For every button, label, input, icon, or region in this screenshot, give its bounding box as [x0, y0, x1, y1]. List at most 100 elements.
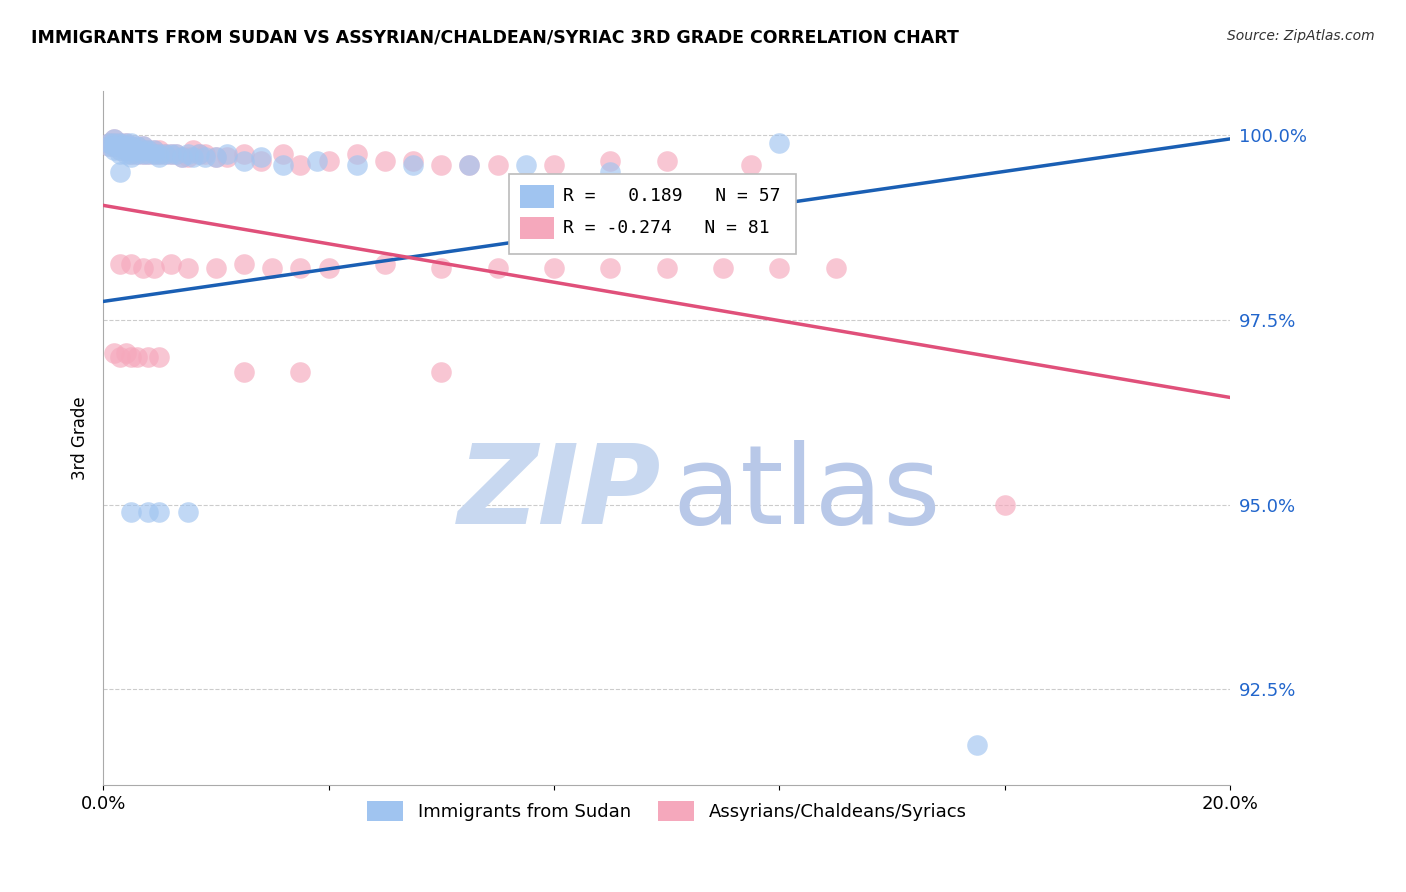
Point	[458, 158, 481, 172]
Point	[142, 143, 165, 157]
Point	[114, 139, 136, 153]
Point	[120, 143, 142, 157]
Point	[108, 136, 131, 150]
Point	[108, 143, 131, 157]
Point	[486, 158, 509, 172]
Point	[114, 346, 136, 360]
Point	[131, 139, 153, 153]
Point	[131, 143, 153, 157]
Point	[125, 146, 148, 161]
Point	[114, 146, 136, 161]
Point	[273, 158, 295, 172]
Point	[103, 346, 125, 360]
Point	[290, 261, 312, 276]
Point	[142, 146, 165, 161]
Point	[142, 261, 165, 276]
Point	[159, 258, 181, 272]
Point	[655, 154, 678, 169]
Point	[103, 139, 125, 153]
Point	[131, 139, 153, 153]
Point	[120, 258, 142, 272]
Point	[120, 136, 142, 150]
Point	[170, 150, 193, 164]
Text: ZIP: ZIP	[457, 441, 661, 547]
Point	[97, 139, 120, 153]
Point	[740, 158, 762, 172]
Point	[114, 143, 136, 157]
Point	[233, 258, 256, 272]
Point	[108, 165, 131, 179]
Y-axis label: 3rd Grade: 3rd Grade	[72, 396, 89, 480]
Point	[120, 505, 142, 519]
Point	[142, 143, 165, 157]
Point	[136, 143, 159, 157]
Point	[176, 146, 198, 161]
Point	[458, 158, 481, 172]
FancyBboxPatch shape	[509, 174, 796, 254]
Point	[103, 139, 125, 153]
Point	[153, 146, 176, 161]
Point	[290, 158, 312, 172]
Point	[181, 150, 204, 164]
Point	[233, 146, 256, 161]
Point	[170, 150, 193, 164]
Point	[430, 365, 453, 379]
Point	[103, 132, 125, 146]
Point	[165, 146, 187, 161]
Point	[148, 146, 170, 161]
Point	[125, 139, 148, 153]
Point	[543, 158, 565, 172]
Point	[515, 158, 537, 172]
Point	[131, 143, 153, 157]
Point	[131, 146, 153, 161]
Point	[108, 146, 131, 161]
Point	[136, 146, 159, 161]
Point	[165, 146, 187, 161]
Point	[108, 139, 131, 153]
Point	[194, 146, 217, 161]
Point	[205, 150, 228, 164]
Point	[159, 146, 181, 161]
Point	[125, 146, 148, 161]
Point	[187, 146, 209, 161]
Point	[430, 261, 453, 276]
Point	[205, 261, 228, 276]
Point	[97, 136, 120, 150]
Point	[103, 132, 125, 146]
Point	[125, 143, 148, 157]
Point	[120, 143, 142, 157]
Point	[148, 146, 170, 161]
Point	[318, 154, 340, 169]
Point	[136, 146, 159, 161]
Point	[543, 261, 565, 276]
Point	[176, 261, 198, 276]
Point	[120, 350, 142, 364]
Text: R = -0.274   N = 81: R = -0.274 N = 81	[562, 219, 769, 237]
Point	[346, 158, 368, 172]
Point	[486, 261, 509, 276]
Point	[233, 365, 256, 379]
Point	[217, 146, 239, 161]
Point	[108, 143, 131, 157]
Point	[120, 146, 142, 161]
Point	[114, 139, 136, 153]
Point	[114, 136, 136, 150]
Point	[125, 350, 148, 364]
Point	[159, 146, 181, 161]
Point	[108, 258, 131, 272]
Point	[262, 261, 284, 276]
Point	[250, 150, 273, 164]
Point	[994, 498, 1017, 512]
Point	[599, 165, 621, 179]
Point	[108, 136, 131, 150]
Point	[768, 136, 790, 150]
Point	[136, 143, 159, 157]
Point	[217, 150, 239, 164]
Legend: Immigrants from Sudan, Assyrians/Chaldeans/Syriacs: Immigrants from Sudan, Assyrians/Chaldea…	[360, 794, 973, 829]
Point	[120, 139, 142, 153]
Point	[108, 139, 131, 153]
Point	[187, 146, 209, 161]
Point	[97, 136, 120, 150]
Text: Source: ZipAtlas.com: Source: ZipAtlas.com	[1227, 29, 1375, 43]
Point	[148, 143, 170, 157]
